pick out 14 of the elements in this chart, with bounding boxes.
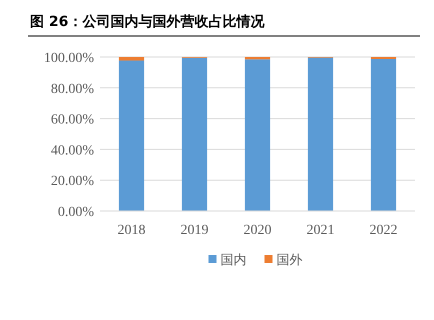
legend-label: 国外 bbox=[276, 253, 302, 268]
y-tick-label: 60.00% bbox=[50, 112, 94, 128]
legend-label: 国内 bbox=[220, 253, 246, 268]
x-tick-label: 2020 bbox=[244, 223, 272, 238]
x-tick-label: 2021 bbox=[306, 223, 334, 238]
y-tick-label: 100.00% bbox=[44, 51, 94, 66]
x-tick-label: 2019 bbox=[180, 223, 208, 238]
y-tick-label: 20.00% bbox=[50, 174, 94, 190]
x-tick-label: 2018 bbox=[118, 223, 146, 238]
y-tick-label: 0.00% bbox=[58, 205, 94, 220]
y-tick-label: 40.00% bbox=[50, 143, 94, 158]
chart-title: 图 26：公司国内与国外营收占比情况 bbox=[30, 14, 266, 30]
x-tick-label: 2022 bbox=[370, 223, 398, 238]
y-tick-label: 80.00% bbox=[50, 82, 94, 97]
